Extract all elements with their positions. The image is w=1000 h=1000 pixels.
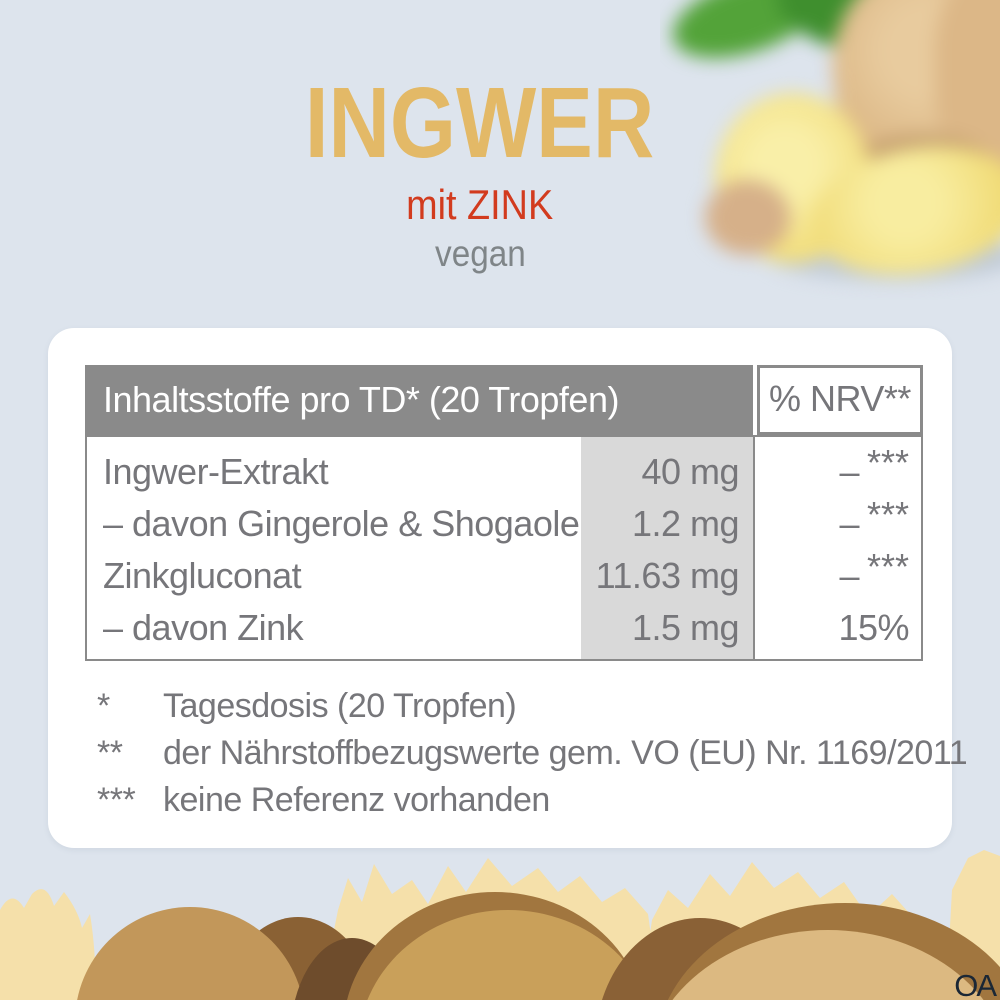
ginger-photo [660,0,1000,300]
ginger-dome [367,910,649,1000]
title-block: INGWER mit ZINK vegan [0,67,960,274]
nrv-dash: – [839,503,859,544]
nrv-cell: – *** [755,442,909,498]
product-subtitle: mit ZINK [0,181,960,228]
footnote-row: * Tagesdosis (20 Tropfen) [97,683,920,730]
nrv-asterisks: *** [866,494,909,535]
table-body: Ingwer-Extrakt – davon Gingerole & Shogao… [85,435,923,661]
ingredient-name-cell: Ingwer-Extrakt [103,451,329,492]
watermark-oa: OA [954,968,997,1000]
ingredient-name-column: Ingwer-Extrakt – davon Gingerole & Shogao… [87,437,581,659]
nrv-column: – *** – *** – *** 15% [753,437,921,659]
nrv-asterisks: *** [866,442,909,483]
amount-cell: 11.63 mg [595,555,740,596]
header-cell-ingredients: Inhaltsstoffe pro TD* (20 Tropfen) [85,365,753,435]
ingredients-table: Inhaltsstoffe pro TD* (20 Tropfen) % NRV… [85,365,923,661]
footnote-row: *** keine Referenz vorhanden [97,777,920,824]
footnote-text: keine Referenz vorhanden [163,781,550,819]
ingredient-name-cell: – davon Zink [103,607,304,648]
vegan-label-text: vegan [434,233,526,274]
ginger-illustration-bottom [0,850,1000,1000]
product-title: INGWER [0,67,960,179]
table-header-row: Inhaltsstoffe pro TD* (20 Tropfen) % NRV… [85,365,923,435]
footnote-row: ** der Nährstoffbezugswerte gem. VO (EU) … [97,730,968,777]
header-cell-nrv: % NRV** [757,365,923,435]
amount-cell: 1.5 mg [631,607,740,648]
nrv-dash: – [839,555,859,596]
vegan-label: vegan [0,233,960,274]
ingredient-name-cell: – davon Gingerole & Shogaole [103,503,580,544]
product-title-text: INGWER [305,67,655,179]
product-subtitle-text: mit ZINK [406,181,554,228]
nrv-cell: 15% [838,607,909,648]
nrv-cell: – *** [755,546,909,602]
cream-flame-shape [0,889,96,1000]
amount-cell: 1.2 mg [631,503,740,544]
footnote-text: Tagesdosis (20 Tropfen) [163,687,517,725]
amount-cell: 40 mg [641,451,739,492]
ginger-photo-blur-layer [660,0,1000,300]
nrv-dash: – [839,451,859,492]
ingredient-name-cell: Zinkgluconat [103,555,302,596]
ginger-dome [672,930,984,1000]
nrv-asterisks: *** [866,546,909,587]
footnote-marker: *** [97,781,136,819]
footnotes: * Tagesdosis (20 Tropfen) ** der Nährstoffb… [85,683,968,824]
footnote-marker: ** [97,734,123,772]
ingredients-card: Inhaltsstoffe pro TD* (20 Tropfen) % NRV… [48,328,968,848]
amount-column: 40 mg 1.2 mg 11.63 mg 1.5 mg [581,437,753,659]
ginger-dome [77,907,303,1000]
footnote-marker: * [97,687,110,725]
nrv-cell: – *** [755,494,909,550]
footnote-text: der Nährstoffbezugswerte gem. VO (EU) Nr… [163,734,968,772]
ginger-piece-shape [705,180,790,255]
